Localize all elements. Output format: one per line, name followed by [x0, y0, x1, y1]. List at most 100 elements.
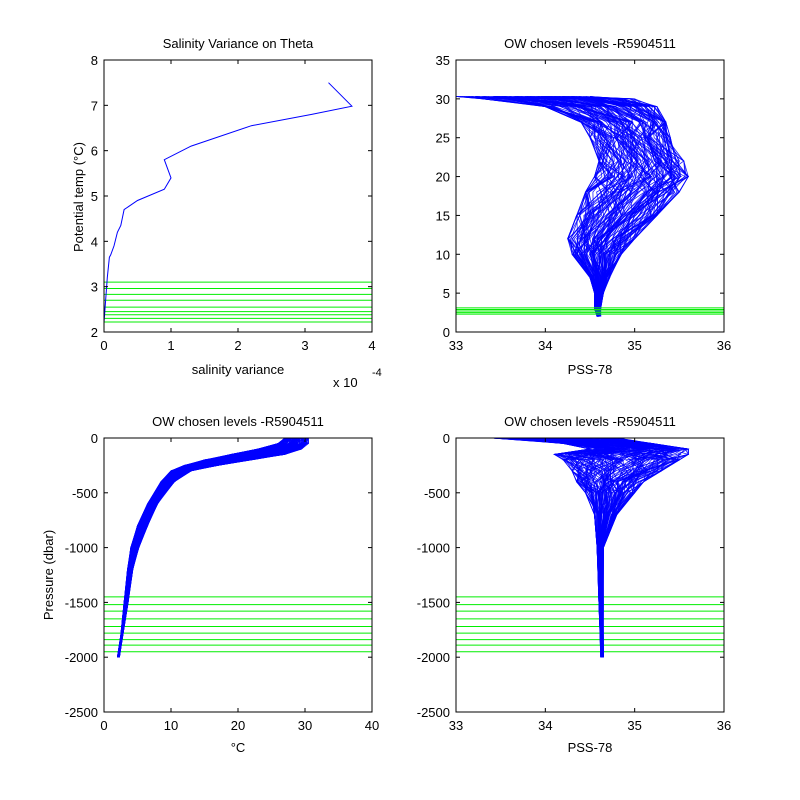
profile-line [475, 96, 608, 317]
axis-ticks: 0 10 20 30 40 -2500 -2000 -1500 -1000 -500 0 [65, 431, 379, 733]
x-axis-label: PSS-78 [568, 740, 613, 755]
x-tick-label: 1 [167, 338, 174, 353]
profile-line [118, 437, 305, 658]
profile-line [571, 96, 672, 317]
x-tick-label: 30 [298, 718, 312, 733]
y-tick-label: 5 [443, 286, 450, 301]
y-tick-label: 30 [436, 92, 450, 107]
data-series [455, 96, 689, 317]
data-series [103, 82, 353, 323]
profile-line [513, 437, 602, 658]
chosen-levels [456, 596, 724, 653]
x-axis-label: PSS-78 [568, 362, 613, 377]
profile-line [555, 96, 680, 317]
chosen-levels [104, 596, 372, 653]
y-tick-label: -2500 [65, 705, 98, 720]
x-tick-label: 34 [538, 718, 552, 733]
profile-line [117, 437, 294, 658]
axis-ticks: 0 1 2 3 4 2 3 4 5 6 7 8 [91, 53, 376, 353]
profile-line [496, 96, 649, 317]
x-tick-label: 0 [100, 718, 107, 733]
x-multiplier-exponent: -4 [372, 367, 382, 379]
data-series [117, 437, 309, 658]
x-tick-label: 33 [449, 338, 463, 353]
profile-line [117, 437, 289, 658]
profile-line [117, 437, 286, 658]
y-axis-label: Potential temp (°C) [71, 142, 86, 252]
x-tick-label: 34 [538, 338, 552, 353]
y-tick-label: -1500 [417, 595, 450, 610]
x-tick-label: 36 [717, 338, 731, 353]
x-multiplier-base: x 10 [333, 375, 358, 390]
chosen-levels [456, 307, 724, 315]
x-tick-label: 20 [231, 718, 245, 733]
profile-line [540, 96, 663, 317]
profile-line [493, 96, 631, 317]
y-tick-label: 2 [91, 325, 98, 340]
profile-line [575, 437, 671, 658]
profile-line [567, 437, 655, 658]
x-tick-label: 35 [627, 718, 641, 733]
profile-line [544, 437, 609, 658]
profile-line [118, 437, 301, 658]
y-tick-label: -2000 [65, 650, 98, 665]
y-tick-label: 3 [91, 280, 98, 295]
chosen-levels [104, 281, 372, 323]
x-tick-label: 2 [234, 338, 241, 353]
panel-title: Salinity Variance on Theta [163, 36, 314, 51]
panel-salinity-theta: OW chosen levels -R5904511 PSS-78 33 34 35… [436, 36, 732, 377]
y-tick-label: -1000 [417, 541, 450, 556]
panel-title: OW chosen levels -R5904511 [504, 414, 676, 429]
profile-line [601, 437, 683, 658]
y-tick-label: 0 [443, 325, 450, 340]
data-series [491, 437, 690, 658]
profile-line [585, 96, 689, 317]
y-tick-label: 25 [436, 131, 450, 146]
x-tick-label: 4 [368, 338, 375, 353]
profile-line [526, 96, 654, 317]
y-tick-label: 8 [91, 53, 98, 68]
profile-line [491, 437, 602, 658]
y-tick-label: 0 [91, 431, 98, 446]
profile-line [118, 437, 309, 658]
y-tick-label: -2000 [417, 650, 450, 665]
panel-title: OW chosen levels -R5904511 [152, 414, 324, 429]
y-tick-label: 20 [436, 170, 450, 185]
axes-box [103, 437, 373, 713]
y-tick-label: 15 [436, 208, 450, 223]
axes-box [455, 59, 725, 333]
x-tick-label: 35 [627, 338, 641, 353]
y-axis-label: Pressure (dbar) [41, 530, 56, 620]
profile-line [589, 96, 681, 317]
y-tick-label: 6 [91, 144, 98, 159]
x-axis-label: °C [231, 740, 246, 755]
axes-box [455, 437, 725, 713]
y-tick-label: 4 [91, 234, 98, 249]
y-tick-label: 35 [436, 53, 450, 68]
x-tick-label: 10 [164, 718, 178, 733]
panel-salinity-variance: Salinity Variance on Theta salinity vari… [71, 36, 382, 390]
x-tick-label: 33 [449, 718, 463, 733]
axis-ticks: 33 34 35 36 -2500 -2000 -1500 -1000 -500 0 [417, 431, 731, 733]
x-axis-label: salinity variance [192, 362, 285, 377]
panel-salinity-pressure: OW chosen levels -R5904511 PSS-78 33 34 35… [417, 414, 731, 755]
profile-line [550, 437, 645, 658]
x-tick-label: 0 [100, 338, 107, 353]
profile-line [117, 437, 289, 658]
y-tick-label: 5 [91, 189, 98, 204]
profile-line [586, 96, 678, 317]
profile-line [529, 96, 665, 317]
y-tick-label: 10 [436, 247, 450, 262]
y-tick-label: -2500 [417, 705, 450, 720]
y-tick-label: 0 [443, 431, 450, 446]
panel-title: OW chosen levels -R5904511 [504, 36, 676, 51]
profile-line [572, 437, 647, 658]
series-line [103, 82, 353, 323]
y-tick-label: -1500 [65, 595, 98, 610]
x-multiplier: x 10 [333, 375, 358, 390]
x-tick-label: 36 [717, 718, 731, 733]
axes-box [103, 59, 373, 333]
profile-line [501, 96, 653, 317]
